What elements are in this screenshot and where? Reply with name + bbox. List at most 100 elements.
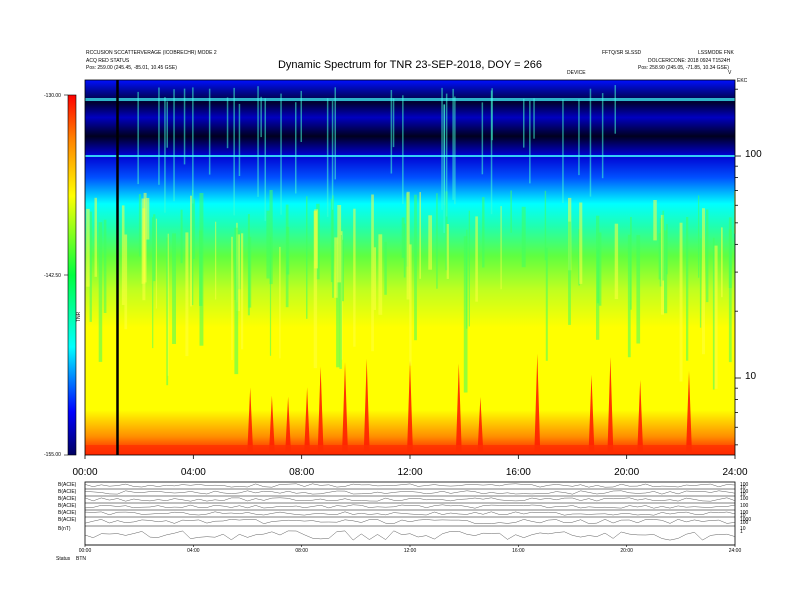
burst-mark [637,379,644,455]
spectrum-streak [167,233,169,376]
burst-mark [285,396,292,455]
spectrum-streak [279,246,281,359]
spectrum-streak [158,87,160,185]
x-tick-label: 00:00 [72,467,98,478]
spectrum-streak [373,247,376,310]
spectrum-streak [653,200,657,241]
spectrum-streak [686,217,689,361]
spectrum-streak [313,210,318,369]
burst-mark [607,357,614,455]
spectrum-streak [482,197,485,268]
spectrum-streak [452,88,454,200]
spectrum-streak [138,194,141,257]
header-right-line3: DOLCERICONE: 2018 0924 T1524H [648,58,731,64]
header-left-line2: ACQ RED STATUS [86,58,130,64]
spectrum-streak [334,237,338,298]
spectrum-streak [728,217,732,363]
spectrum-streak [334,87,336,180]
spectrum-streak [180,209,183,264]
x-tick-label: 20:00 [614,467,640,478]
spectrum-streak [86,208,90,287]
spectrum-streak [578,99,580,176]
spectrum-streak [490,90,493,215]
burst-mark [534,353,541,455]
spectrum-streak [419,192,421,279]
spectrum-streak [521,206,526,268]
spectrum-streak [475,216,478,302]
colorbar-label: TNR [76,311,82,322]
spectrum-streak [353,208,356,347]
spectrum-streak [257,86,259,197]
spectrum-streak [286,226,290,275]
spectrum-streak [614,223,619,300]
panel-trace [84,504,736,509]
spectrum-band [85,98,735,101]
spectrum-streak [264,98,266,221]
spectrum-streak [568,221,571,325]
spectrum-streak [295,102,297,194]
burst-mark [317,366,324,455]
spectrum-streak [454,96,456,205]
panel-right-tick: 100 [740,503,749,509]
x-tick-label: 08:00 [289,467,315,478]
spectrum-streak [664,230,668,314]
spectrum-streak [103,219,107,313]
panel-trace [84,490,736,495]
spectrum-streak [121,205,125,305]
spectrum-streak [500,206,502,290]
spectrum-streak [589,88,592,197]
header-left-line1: RCCUSION SCCATTERVERAGE (ICOBRECHR) MODE… [86,50,217,56]
spectrum-streak [124,234,128,330]
panel-x-tick-label: 00:00 [78,548,92,554]
panel-x-tick-label: 12:00 [403,548,417,554]
spectrum-streak [142,208,146,301]
spectrum-streak [326,98,329,217]
burst-mark [304,387,311,455]
spectrum-streak [443,104,446,206]
spectrum-streak [436,193,438,289]
footer-value: BTN [76,556,86,562]
burst-mark [477,397,484,455]
chart-title: Dynamic Spectrum for TNR 23-SEP-2018, DO… [277,59,542,71]
spectrum-streak [390,90,393,174]
panel-x-tick-label: 04:00 [187,548,200,554]
burst-mark [455,363,462,455]
panel-x-tick-label: 20:00 [620,548,633,554]
spectrum-streak [192,87,194,204]
spectrum-streak [300,90,302,142]
spectrum-streak [208,88,211,175]
spectrum-streak [306,196,308,319]
panel-label: B(ACIE) [58,517,77,523]
spectrum-streak [721,227,723,298]
colorbar-tick-label: -130.00 [44,93,61,99]
spectrum-streak [627,234,631,358]
spectrum-streak [155,218,157,309]
spectrum-streak [544,190,547,261]
spectrum-streak [199,230,203,306]
spectrum-streak [679,222,683,382]
spectrum-streak [337,205,342,283]
spectrum-streak [384,241,387,295]
spectrum-streak [378,234,383,315]
header-right-pos: Pos: 258.90 (245.05, -71.85, 10.34 GSE) [638,65,729,71]
colorbar [68,95,76,455]
panel-right-tick: 100 [740,520,749,526]
spectrum-streak [269,190,273,285]
spectrum-streak [614,85,616,134]
spectrum-streak [332,195,334,298]
panel-right-tick: 10 [740,526,746,532]
spectrum-streak [428,215,432,270]
panel-trace [84,483,736,488]
panel-label: B(nT) [58,526,71,532]
corner-label: EKC [737,78,748,84]
spectrum-streak [336,244,340,368]
spectrum-streak [533,98,535,139]
spectrum-streak [714,245,718,389]
spectrum-streak [226,97,229,149]
spectrum-streak [233,87,235,216]
spectrum-streak [699,238,702,328]
panel-label: B(ACIE) [58,510,77,516]
panel-right-tick: 1 [740,529,743,535]
panel-right-tick: 10 [740,492,746,498]
